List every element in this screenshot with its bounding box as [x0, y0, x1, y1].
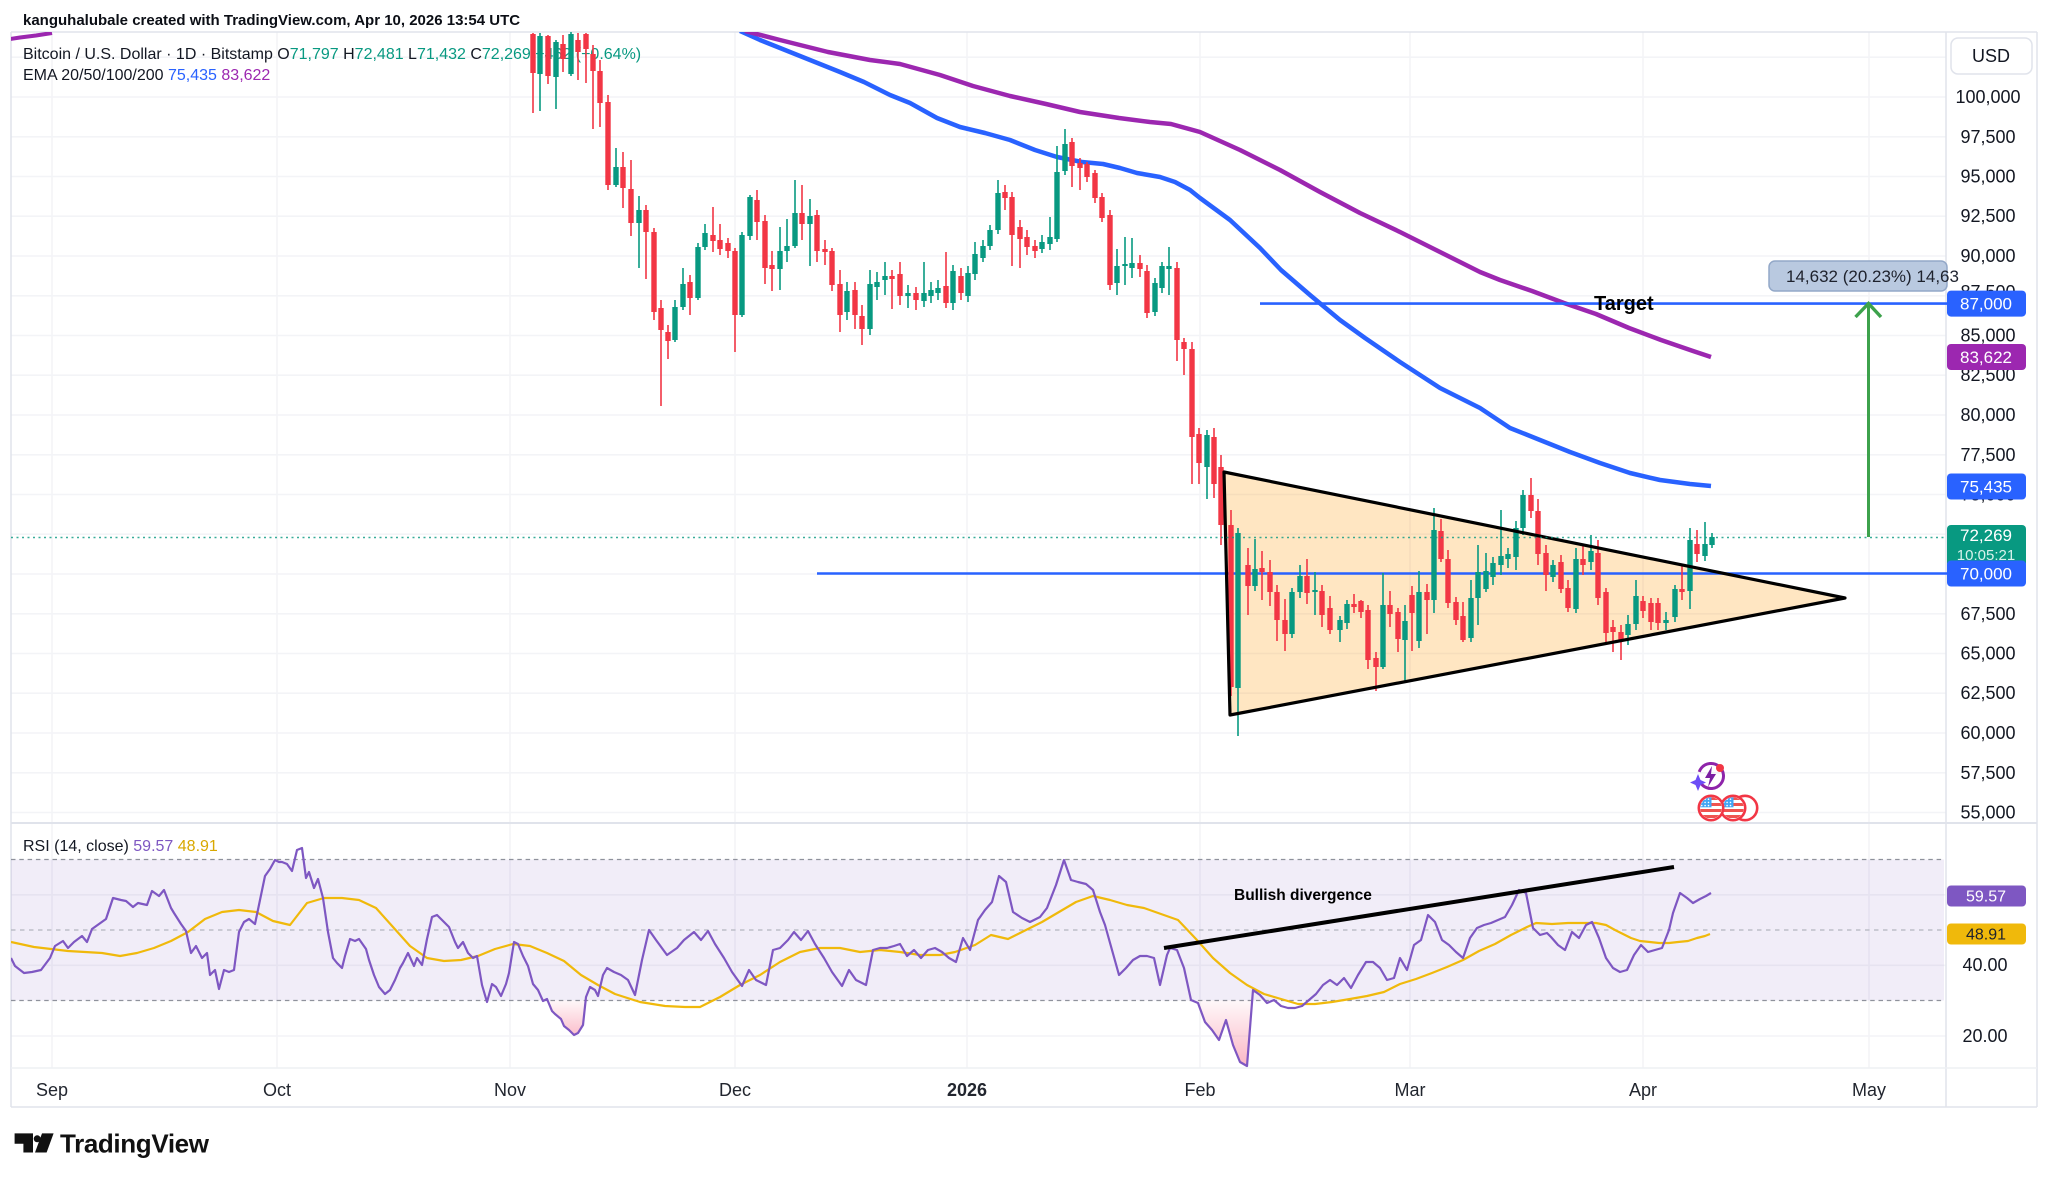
svg-text:100,000: 100,000: [1955, 87, 2020, 107]
svg-text:Bullish divergence: Bullish divergence: [1234, 887, 1372, 904]
svg-text:kanguhalubale created with Tra: kanguhalubale created with TradingView.c…: [23, 12, 520, 29]
svg-text:USD: USD: [1972, 46, 2010, 66]
svg-text:RSI (14, close) 59.57 48.91: RSI (14, close) 59.57 48.91: [23, 838, 218, 855]
svg-text:95,000: 95,000: [1960, 167, 2015, 187]
svg-text:TradingView: TradingView: [60, 1129, 210, 1159]
svg-text:75,435: 75,435: [1960, 477, 2012, 496]
svg-text:90,000: 90,000: [1960, 246, 2015, 266]
svg-text:Feb: Feb: [1184, 1080, 1215, 1100]
svg-text:72,269: 72,269: [1960, 526, 2012, 545]
svg-text:48.91: 48.91: [1966, 927, 2006, 944]
svg-text:40.00: 40.00: [1962, 955, 2007, 975]
svg-text:70,000: 70,000: [1960, 565, 2012, 584]
svg-text:87,000: 87,000: [1960, 295, 2012, 314]
svg-text:55,000: 55,000: [1960, 803, 2015, 823]
svg-text:May: May: [1852, 1080, 1886, 1100]
svg-text:10:05:21: 10:05:21: [1957, 547, 2015, 564]
svg-text:Dec: Dec: [719, 1080, 751, 1100]
svg-text:Target: Target: [1594, 293, 1654, 315]
svg-text:Oct: Oct: [263, 1080, 291, 1100]
svg-text:62,500: 62,500: [1960, 683, 2015, 703]
svg-text:Sep: Sep: [36, 1080, 68, 1100]
svg-text:97,500: 97,500: [1960, 127, 2015, 147]
svg-text:83,622: 83,622: [1960, 348, 2012, 367]
svg-text:14,632 (20.23%) 14,63: 14,632 (20.23%) 14,63: [1786, 267, 1959, 286]
svg-text:Nov: Nov: [494, 1080, 526, 1100]
svg-text:77,500: 77,500: [1960, 445, 2015, 465]
svg-text:20.00: 20.00: [1962, 1026, 2007, 1046]
svg-text:59.57: 59.57: [1966, 889, 2006, 906]
svg-text:EMA 20/50/100/200 75,435 83,: EMA 20/50/100/200 75,435 83,622: [23, 67, 270, 84]
svg-text:Mar: Mar: [1395, 1080, 1426, 1100]
svg-text:67,500: 67,500: [1960, 604, 2015, 624]
svg-text:Apr: Apr: [1629, 1080, 1657, 1100]
svg-text:60,000: 60,000: [1960, 723, 2015, 743]
svg-text:65,000: 65,000: [1960, 644, 2015, 664]
svg-text:85,000: 85,000: [1960, 326, 2015, 346]
svg-text:82,500: 82,500: [1960, 365, 2015, 385]
svg-text:92,500: 92,500: [1960, 206, 2015, 226]
svg-text:57,500: 57,500: [1960, 763, 2015, 783]
svg-text:2026: 2026: [947, 1080, 987, 1100]
svg-text:80,000: 80,000: [1960, 405, 2015, 425]
